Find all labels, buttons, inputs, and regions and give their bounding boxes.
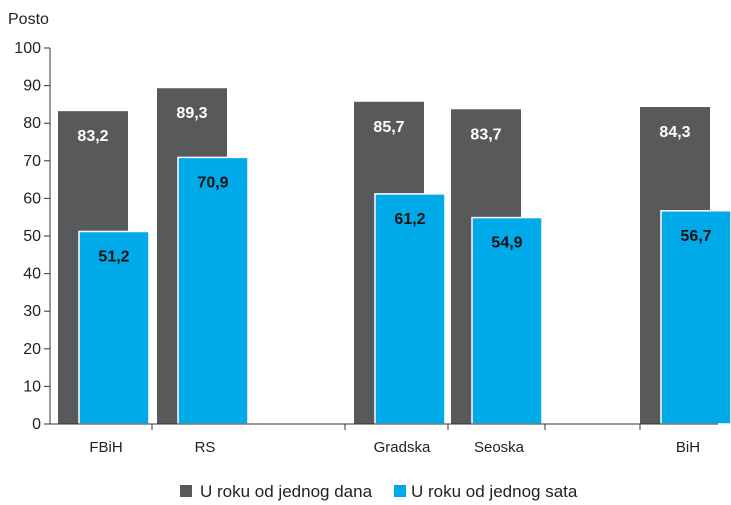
value-label: 89,3 xyxy=(176,105,207,122)
y-tick-label: 10 xyxy=(23,378,41,395)
legend: U roku od jednog dana U roku od jednog sa… xyxy=(180,482,578,501)
value-label: 56,7 xyxy=(680,228,711,245)
value-label: 85,7 xyxy=(373,119,404,136)
y-tick-label: 50 xyxy=(23,228,41,245)
bar-bih-sat xyxy=(660,210,731,425)
legend-label: U roku od jednog sata xyxy=(411,482,578,501)
bar-gradska-sat xyxy=(374,193,446,425)
y-tick-label: 90 xyxy=(23,78,41,95)
bar-rs-sat xyxy=(177,156,249,425)
y-axis-label: Posto xyxy=(8,11,49,28)
value-label: 84,3 xyxy=(659,124,690,141)
axes xyxy=(44,47,718,430)
category-label: Gradska xyxy=(374,439,431,456)
value-labels: 83,2 89,3 85,7 83,7 84,3 51,2 70,9 61,2 54,9 56,7 xyxy=(77,105,711,265)
legend-swatch xyxy=(394,485,406,497)
value-label: 70,9 xyxy=(197,174,228,191)
y-tick-label: 40 xyxy=(23,266,41,283)
value-label: 83,7 xyxy=(470,126,501,143)
value-label: 51,2 xyxy=(98,248,129,265)
y-tick-label: 100 xyxy=(14,40,41,57)
bar-fbih-sat xyxy=(78,230,150,425)
bar-seoska-sat xyxy=(471,216,543,425)
legend-swatch xyxy=(180,485,192,497)
y-tick-label: 30 xyxy=(23,303,41,320)
category-labels: FBiH RS Gradska Seoska BiH xyxy=(89,439,700,456)
y-tick-label: 0 xyxy=(32,416,41,433)
value-label: 83,2 xyxy=(77,128,108,145)
y-tick-label: 80 xyxy=(23,115,41,132)
legend-label: U roku od jednog dana xyxy=(200,482,373,501)
category-label: RS xyxy=(195,439,216,456)
y-tick-label: 70 xyxy=(23,153,41,170)
y-tick-label: 20 xyxy=(23,341,41,358)
bars xyxy=(58,88,731,425)
y-axis-ticks: 0 10 20 30 40 50 60 70 80 90 100 xyxy=(14,40,41,433)
y-tick-label: 60 xyxy=(23,190,41,207)
value-label: 61,2 xyxy=(394,211,425,228)
value-label: 54,9 xyxy=(491,235,522,252)
category-label: Seoska xyxy=(474,439,525,456)
category-label: BiH xyxy=(676,439,700,456)
category-label: FBiH xyxy=(89,439,122,456)
